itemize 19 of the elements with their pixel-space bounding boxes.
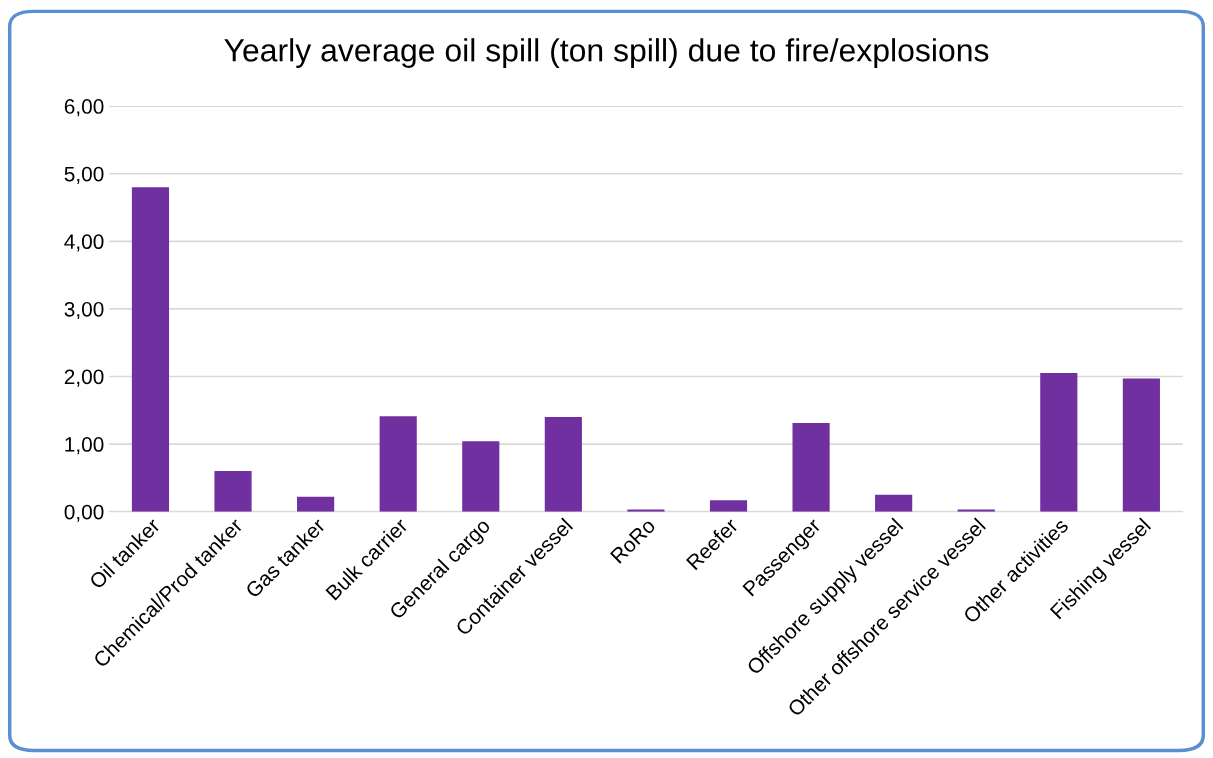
y-tick-label: 5,00 xyxy=(64,166,104,184)
y-tick-label: 1,00 xyxy=(65,437,104,455)
y-tick-label: 2,00 xyxy=(64,369,104,387)
bar xyxy=(1122,378,1160,512)
bar xyxy=(792,423,830,512)
bar xyxy=(462,441,500,512)
y-tick-label: 3,00 xyxy=(64,301,104,320)
bar xyxy=(1040,373,1078,512)
bar xyxy=(131,187,170,512)
bar xyxy=(297,496,335,512)
chart-title: Yearly average oil spill (ton spill) due to fire/explosions xyxy=(224,38,989,68)
y-tick-label: 4,00 xyxy=(64,234,104,252)
bar xyxy=(709,500,748,512)
y-tick-label: 6,00 xyxy=(64,99,104,117)
bar xyxy=(379,416,417,512)
y-tick-label: 0,00 xyxy=(64,504,104,522)
bar xyxy=(214,471,252,512)
bar xyxy=(544,417,582,512)
bar xyxy=(875,494,913,512)
